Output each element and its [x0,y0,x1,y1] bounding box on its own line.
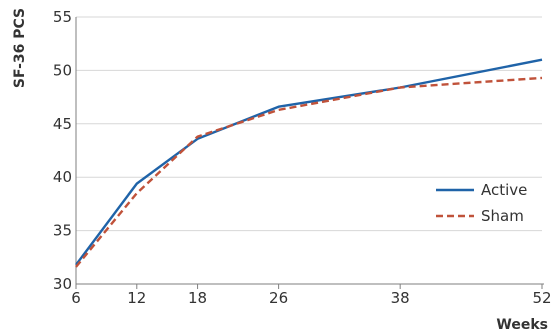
y-tick-label: 50 [53,61,72,79]
y-tick-label: 40 [53,168,72,186]
series-lines [75,58,543,268]
series-line-active [75,58,543,266]
y-tick-label: 55 [53,8,72,26]
y-axis-title: SF-36 PCS [12,8,28,88]
legend-label-active: Active [481,181,527,199]
legend-label-sham: Sham [481,207,524,225]
axes [75,17,544,289]
x-tick-label: 12 [127,289,146,307]
x-tick-label: 26 [269,289,288,307]
legend: Active Sham [436,181,527,225]
x-axis-title: Weeks [496,317,548,333]
series-line-sham [75,76,543,268]
y-tick-label: 30 [53,275,72,293]
x-tick-label: 18 [188,289,207,307]
x-tick-label: 6 [71,289,81,307]
y-tick-label: 45 [53,115,72,133]
gridlines [76,16,542,232]
x-tick-labels: 6 12 18 26 38 52 [71,289,551,307]
y-tick-labels: 30 35 40 45 50 55 [53,8,72,293]
x-tick-label: 52 [532,289,551,307]
y-tick-label: 35 [53,222,72,240]
x-tick-label: 38 [391,289,410,307]
